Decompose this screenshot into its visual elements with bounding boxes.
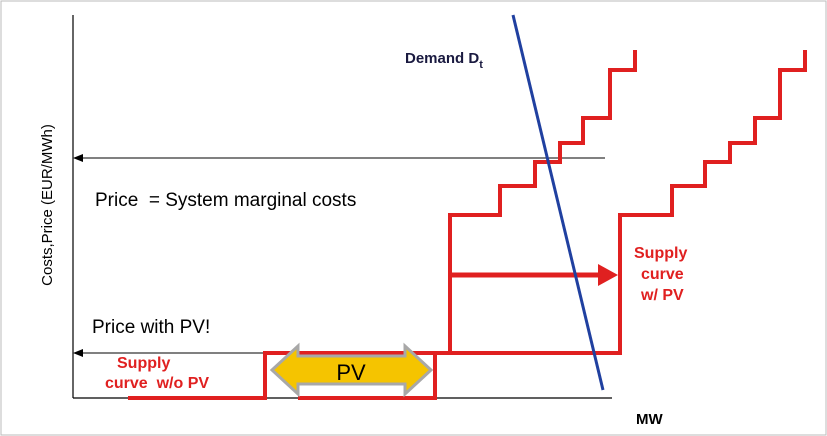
price-annotation: Price = System marginal costs <box>95 190 356 211</box>
supply-without-pv-label: curve w/o PV <box>105 375 209 392</box>
demand-label: Demand Dt <box>405 50 483 71</box>
supply-without-pv-label: Supply <box>117 355 170 372</box>
supply-with-pv-label: Supply <box>634 245 687 262</box>
supply-curve-without-pv <box>128 50 637 400</box>
demand-line <box>511 14 605 391</box>
x-axis-label: MW <box>636 411 663 428</box>
y-axis-label: Costs,Price (EUR/MWh) <box>39 124 56 286</box>
supply-curve-with-pv <box>298 50 807 400</box>
demand-subscript: t <box>479 59 483 71</box>
supply-with-pv-label: curve <box>641 266 684 283</box>
price-pv-annotation: Price with PV! <box>92 317 210 338</box>
demand-text: Demand D <box>405 50 479 67</box>
shift-arrow-head <box>598 264 618 286</box>
supply-with-pv-label: w/ PV <box>640 287 684 304</box>
pv-arrow <box>269 342 434 398</box>
pv-label: PV <box>336 360 366 385</box>
